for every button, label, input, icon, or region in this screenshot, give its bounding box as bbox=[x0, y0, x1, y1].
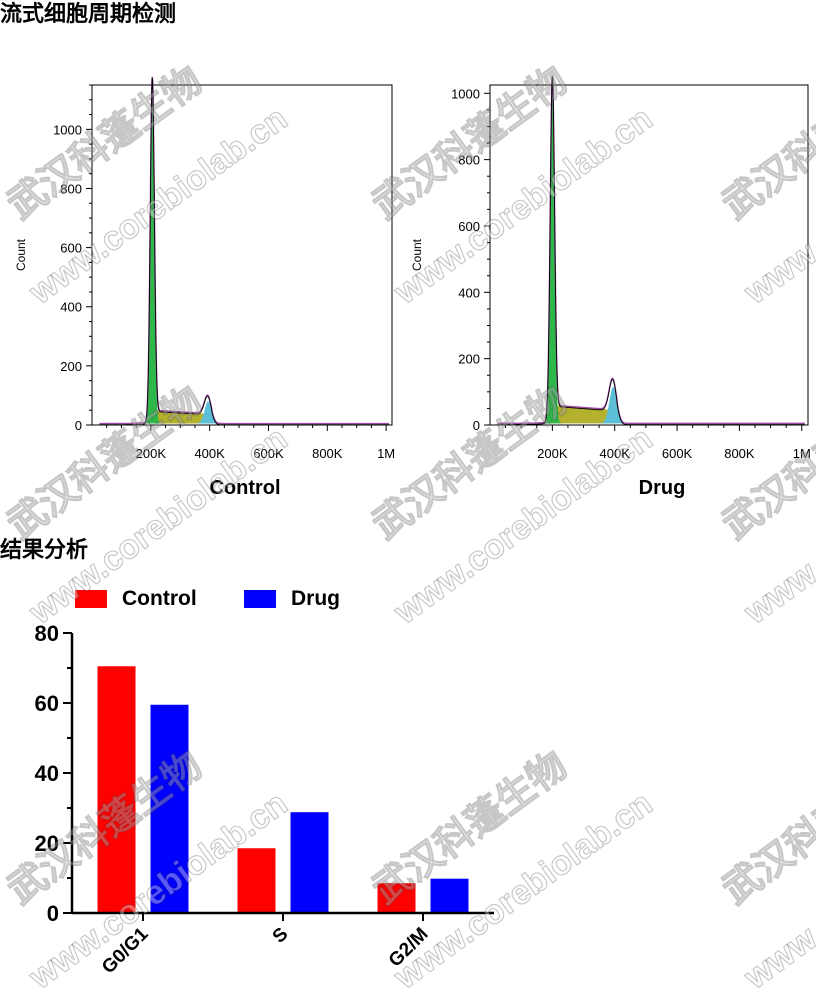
y-tick-label: 200 bbox=[458, 352, 480, 367]
x-tick-label: 600K bbox=[253, 446, 284, 461]
y-axis-label: Count bbox=[14, 238, 28, 271]
fit-outline bbox=[497, 75, 805, 425]
bar-control-g0-g1 bbox=[97, 666, 136, 913]
s-phase-area bbox=[99, 410, 390, 424]
histogram-line bbox=[99, 78, 390, 426]
g1-peak-area bbox=[497, 85, 805, 424]
bar-control-g2-m bbox=[377, 883, 416, 913]
x-tick-label: 200K bbox=[537, 446, 568, 461]
x-tick-label: 600K bbox=[662, 446, 693, 461]
legend-label-control: Control bbox=[122, 587, 197, 610]
x-tick-label: 800K bbox=[312, 446, 343, 461]
x-axis-ticks: 200K 400K 600K 800K 1M bbox=[505, 425, 811, 461]
g1-peak-area bbox=[99, 83, 390, 424]
plot-frame bbox=[489, 84, 809, 426]
histogram-title: Control bbox=[209, 477, 280, 499]
y-tick-label: 400 bbox=[458, 285, 480, 300]
flow-cytometry-title: 流式细胞周期检测 bbox=[0, 2, 177, 27]
legend-swatch-drug bbox=[244, 590, 276, 608]
x-axis-ticks: 200K 400K 600K 800K 1M bbox=[106, 425, 395, 461]
result-analysis-title: 结果分析 bbox=[0, 538, 89, 563]
bar-control-s bbox=[237, 848, 276, 913]
x-tick-label: 400K bbox=[194, 446, 225, 461]
x-tick-label: 400K bbox=[600, 446, 631, 461]
bar-drug-g2-m bbox=[430, 878, 469, 913]
y-axis-ticks: 0 200 400 600 800 1000 bbox=[53, 84, 92, 433]
y-tick-label: 40 bbox=[35, 761, 59, 786]
y-tick-label: 600 bbox=[60, 241, 82, 256]
y-tick-label: 1000 bbox=[53, 122, 82, 137]
histogram-title: Drug bbox=[639, 477, 686, 499]
y-tick-label: 80 bbox=[35, 621, 59, 646]
histogram-line bbox=[497, 77, 805, 425]
x-tick-label: 1M bbox=[377, 446, 395, 461]
y-tick-label: 800 bbox=[458, 153, 480, 168]
x-tick-label: 200K bbox=[136, 446, 167, 461]
y-axis-ticks: 0 200 400 600 800 1000 bbox=[451, 86, 490, 433]
x-tick-label: 1M bbox=[793, 446, 811, 461]
y-tick-label: 60 bbox=[35, 691, 59, 716]
y-axis-label: Count bbox=[410, 238, 424, 271]
s-phase-area bbox=[497, 405, 805, 424]
histogram-fills bbox=[497, 75, 805, 425]
g2-peak-area bbox=[497, 386, 805, 424]
histogram-fills bbox=[99, 76, 390, 426]
histogram-control: 0 200 400 600 800 1000 200K 400K 600K 800K 1M Cou… bbox=[14, 76, 395, 499]
legend: Control Drug bbox=[75, 587, 340, 610]
y-tick-label: 0 bbox=[75, 418, 82, 433]
y-tick-label: 800 bbox=[60, 181, 82, 196]
y-tick-label: 400 bbox=[60, 300, 82, 315]
y-tick-label: 600 bbox=[458, 219, 480, 234]
y-tick-label: 1000 bbox=[451, 86, 480, 101]
category-label: S bbox=[269, 924, 293, 948]
bar-drug-s bbox=[290, 812, 329, 913]
fit-outline bbox=[99, 76, 390, 425]
y-tick-label: 0 bbox=[473, 418, 480, 433]
y-tick-label: 20 bbox=[35, 831, 59, 856]
bar-chart: Control Drug G0/G1 S G2/M 0 20 40 60 80 bbox=[35, 587, 494, 978]
legend-swatch-control bbox=[75, 590, 107, 608]
category-label: G2/M bbox=[385, 924, 433, 972]
category-label: G0/G1 bbox=[98, 923, 153, 978]
bar-drug-g0-g1 bbox=[150, 704, 189, 913]
g2-peak-area bbox=[99, 401, 390, 424]
bars bbox=[97, 666, 469, 913]
y-tick-label: 200 bbox=[60, 359, 82, 374]
plot-frame bbox=[91, 84, 393, 426]
histogram-drug: 0 200 400 600 800 1000 200K 400K 600K 800K 1M Cou… bbox=[410, 75, 811, 499]
legend-label-drug: Drug bbox=[291, 587, 340, 610]
x-tick-label: 800K bbox=[724, 446, 755, 461]
y-tick-label: 0 bbox=[47, 901, 59, 926]
